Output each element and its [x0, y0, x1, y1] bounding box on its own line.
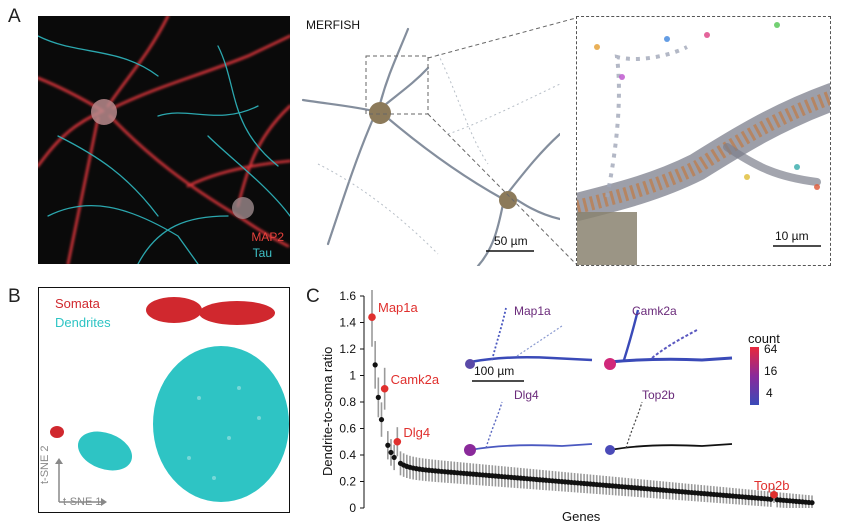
y-tick-label: 0: [349, 501, 356, 515]
inset-neuron-dlg4: [464, 401, 593, 456]
merfish-zoom-drawing: [577, 22, 830, 265]
fluorescence-image: MAP2 Tau: [38, 16, 290, 264]
panel-c-label: C: [306, 286, 320, 307]
inset-title-camk2a: Camk2a: [632, 304, 677, 318]
data-point: [378, 416, 385, 423]
highlight-label-map1a: Map1a: [378, 300, 418, 316]
highlight-point-map1a: [368, 313, 376, 321]
x-axis-label: Genes: [562, 509, 601, 524]
tsne-axis-y: t-SNE 2: [39, 445, 51, 484]
legend-somata-label: Somata: [55, 296, 100, 311]
colorbar-tick-16: 16: [764, 364, 778, 378]
inset-grid: Map1a Camk2a Dlg4 Top2b: [462, 296, 733, 478]
inset-title-dlg4: Dlg4: [514, 388, 539, 402]
merfish-title: MERFISH: [306, 18, 360, 32]
y-axis-label: Dendrite-to-soma ratio: [320, 346, 335, 476]
y-tick-label: 1.6: [339, 290, 356, 303]
data-point: [809, 500, 815, 506]
y-tick-label: 1: [349, 369, 356, 383]
tau-label: Tau: [252, 246, 272, 260]
fluorescence-neuron-drawing: [38, 16, 290, 264]
inset-neuron-top2b: [605, 401, 733, 455]
colorbar-title: count: [748, 331, 780, 346]
merfish-image: MERFISH 50 µm: [298, 14, 560, 266]
zoom-connector-lines: [427, 17, 577, 265]
data-point: [385, 442, 391, 448]
panel-b-label: B: [8, 286, 21, 307]
highlight-point-top2b: [770, 490, 778, 499]
legend-somata: Somata: [55, 296, 100, 311]
zoom-scalebar-label: 10 µm: [775, 229, 809, 243]
highlight-label-dlg4: Dlg4: [403, 424, 431, 440]
inset-title-top2b: Top2b: [642, 388, 675, 402]
merfish-scalebar-label: 50 µm: [494, 234, 528, 248]
colorbar-tick-4: 4: [766, 386, 773, 400]
data-point: [372, 362, 378, 368]
y-tick-label: 0.2: [339, 475, 356, 489]
merfish-zoom-image: 10 µm: [576, 16, 831, 266]
panel-a-label: A: [8, 6, 21, 27]
ratio-chart-svg: 0 0.2 0.4 0.6 0.8 1 1.2 1.4 1.6: [339, 287, 815, 515]
tsne-plot: Somata Dendrites t-SNE 1 t-SNE 2: [38, 287, 290, 513]
inset-camk2a: Camk2a: [602, 296, 737, 386]
y-tick-label: 0.4: [339, 448, 356, 462]
inset-neuron-map1a: [465, 307, 593, 369]
y-tick-label: 1.4: [339, 316, 356, 330]
y-tick-label: 0.6: [339, 422, 356, 436]
y-tick-label: 0.8: [339, 395, 356, 409]
data-point: [388, 449, 394, 456]
inset-title-map1a: Map1a: [514, 304, 551, 318]
highlight-label-top2b: Top2b: [754, 477, 790, 493]
legend-dendrites-label: Dendrites: [55, 315, 111, 330]
inset-neuron-camk2a: [604, 309, 733, 370]
ratio-chart: 0 0.2 0.4 0.6 0.8 1 1.2 1.4 1.6 Dendrite-to-soma…: [320, 287, 832, 526]
highlight-label-camk2a: Camk2a: [390, 371, 440, 387]
inset-scalebar: [472, 380, 524, 382]
legend-dendrites: Dendrites: [55, 315, 111, 330]
colorbar: [750, 347, 759, 405]
tsne-clusters: [50, 297, 289, 506]
tsne-axis-x: t-SNE 1: [63, 496, 102, 508]
data-point: [375, 394, 381, 400]
inset-top2b: Top2b: [602, 388, 737, 478]
merfish-neuron-drawing: [301, 27, 560, 266]
inset-scalebar-label: 100 µm: [474, 364, 515, 378]
inset-dlg4: Dlg4: [462, 388, 597, 478]
data-point: [391, 454, 397, 461]
highlight-point-camk2a: [380, 384, 389, 393]
colorbar-tick-64: 64: [764, 342, 778, 356]
map2-label: MAP2: [251, 230, 284, 244]
highlight-point-dlg4: [393, 437, 402, 446]
y-tick-label: 1.2: [339, 342, 356, 356]
inset-map1a: Map1a: [462, 296, 597, 386]
